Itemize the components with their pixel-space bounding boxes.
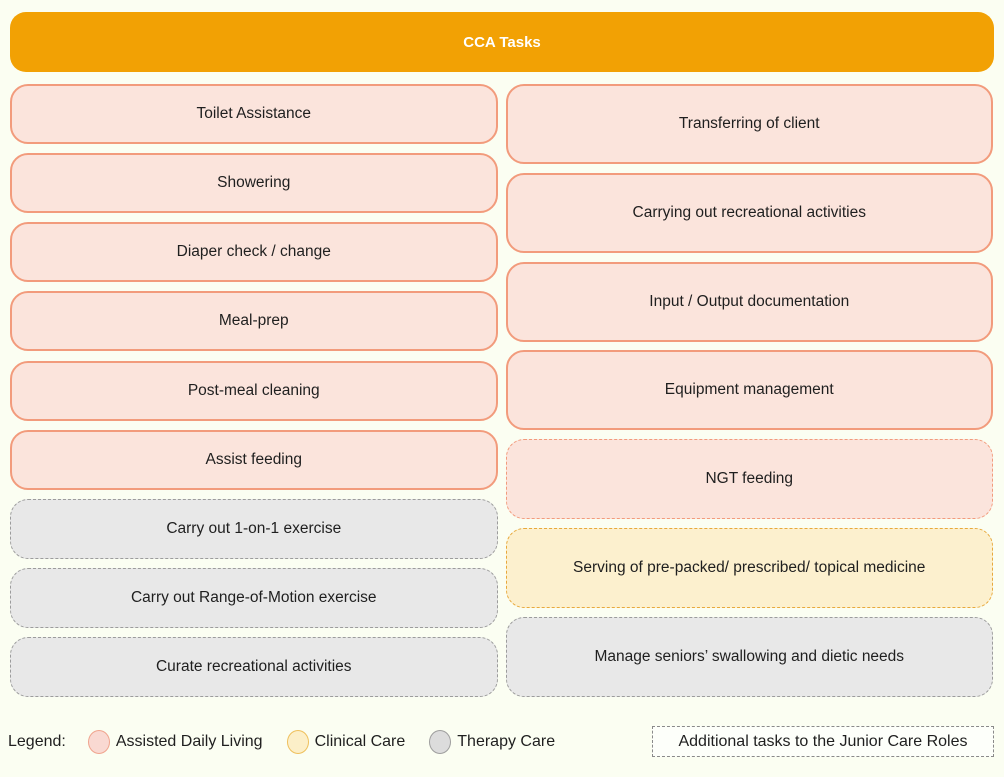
legend-item-label: Assisted Daily Living bbox=[115, 733, 263, 750]
legend-swatch-clinical-care bbox=[286, 730, 309, 754]
diagram-title: CCA Tasks bbox=[463, 33, 541, 51]
task-meal-prep: Meal-prep bbox=[10, 291, 498, 352]
legend-label: Legend: bbox=[8, 733, 66, 750]
additional-tasks-note: Additional tasks to the Junior Care Role… bbox=[652, 726, 994, 757]
task-ngt-feeding: NGT feeding bbox=[505, 439, 993, 520]
legend-item-assisted-daily-living: Assisted Daily Living bbox=[87, 730, 263, 754]
task-serving-of-medicine: Serving of pre-packed/ prescribed/ topic… bbox=[505, 528, 993, 609]
legend-item-therapy-care: Therapy Care bbox=[429, 730, 555, 754]
task-diaper-check-change: Diaper check / change bbox=[10, 222, 498, 283]
task-transferring-of-client: Transferring of client bbox=[505, 84, 993, 164]
legend-item-label: Clinical Care bbox=[314, 733, 406, 750]
diagram-title-banner: CCA Tasks bbox=[10, 12, 994, 72]
task-input-output-documentation: Input / Output documentation bbox=[505, 261, 993, 342]
legend-item-label: Therapy Care bbox=[457, 733, 556, 750]
task-manage-swallowing-dietic-needs: Manage seniors’ swallowing and dietic ne… bbox=[505, 616, 993, 697]
task-equipment-management: Equipment management bbox=[505, 350, 993, 431]
task-assist-feeding: Assist feeding bbox=[10, 429, 498, 490]
legend-item-clinical-care: Clinical Care bbox=[286, 730, 406, 754]
task-carry-out-range-of-motion-exercise: Carry out Range-of-Motion exercise bbox=[10, 567, 498, 628]
legend: Legend: Assisted Daily Living Clinical C… bbox=[8, 726, 579, 758]
task-curate-recreational-activities: Curate recreational activities bbox=[10, 637, 498, 697]
task-column-right: Transferring of client Carrying out recr… bbox=[505, 84, 993, 697]
legend-swatch-therapy-care bbox=[429, 730, 452, 754]
task-post-meal-cleaning: Post-meal cleaning bbox=[10, 360, 498, 421]
task-carrying-out-recreational-activities: Carrying out recreational activities bbox=[505, 172, 993, 253]
task-showering: Showering bbox=[10, 153, 498, 214]
task-columns: Toilet Assistance Showering Diaper check… bbox=[10, 84, 993, 697]
task-toilet-assistance: Toilet Assistance bbox=[10, 84, 498, 144]
task-carry-out-1-on-1-exercise: Carry out 1-on-1 exercise bbox=[10, 498, 498, 559]
task-column-left: Toilet Assistance Showering Diaper check… bbox=[10, 84, 498, 697]
legend-swatch-assisted-daily-living bbox=[87, 730, 110, 754]
